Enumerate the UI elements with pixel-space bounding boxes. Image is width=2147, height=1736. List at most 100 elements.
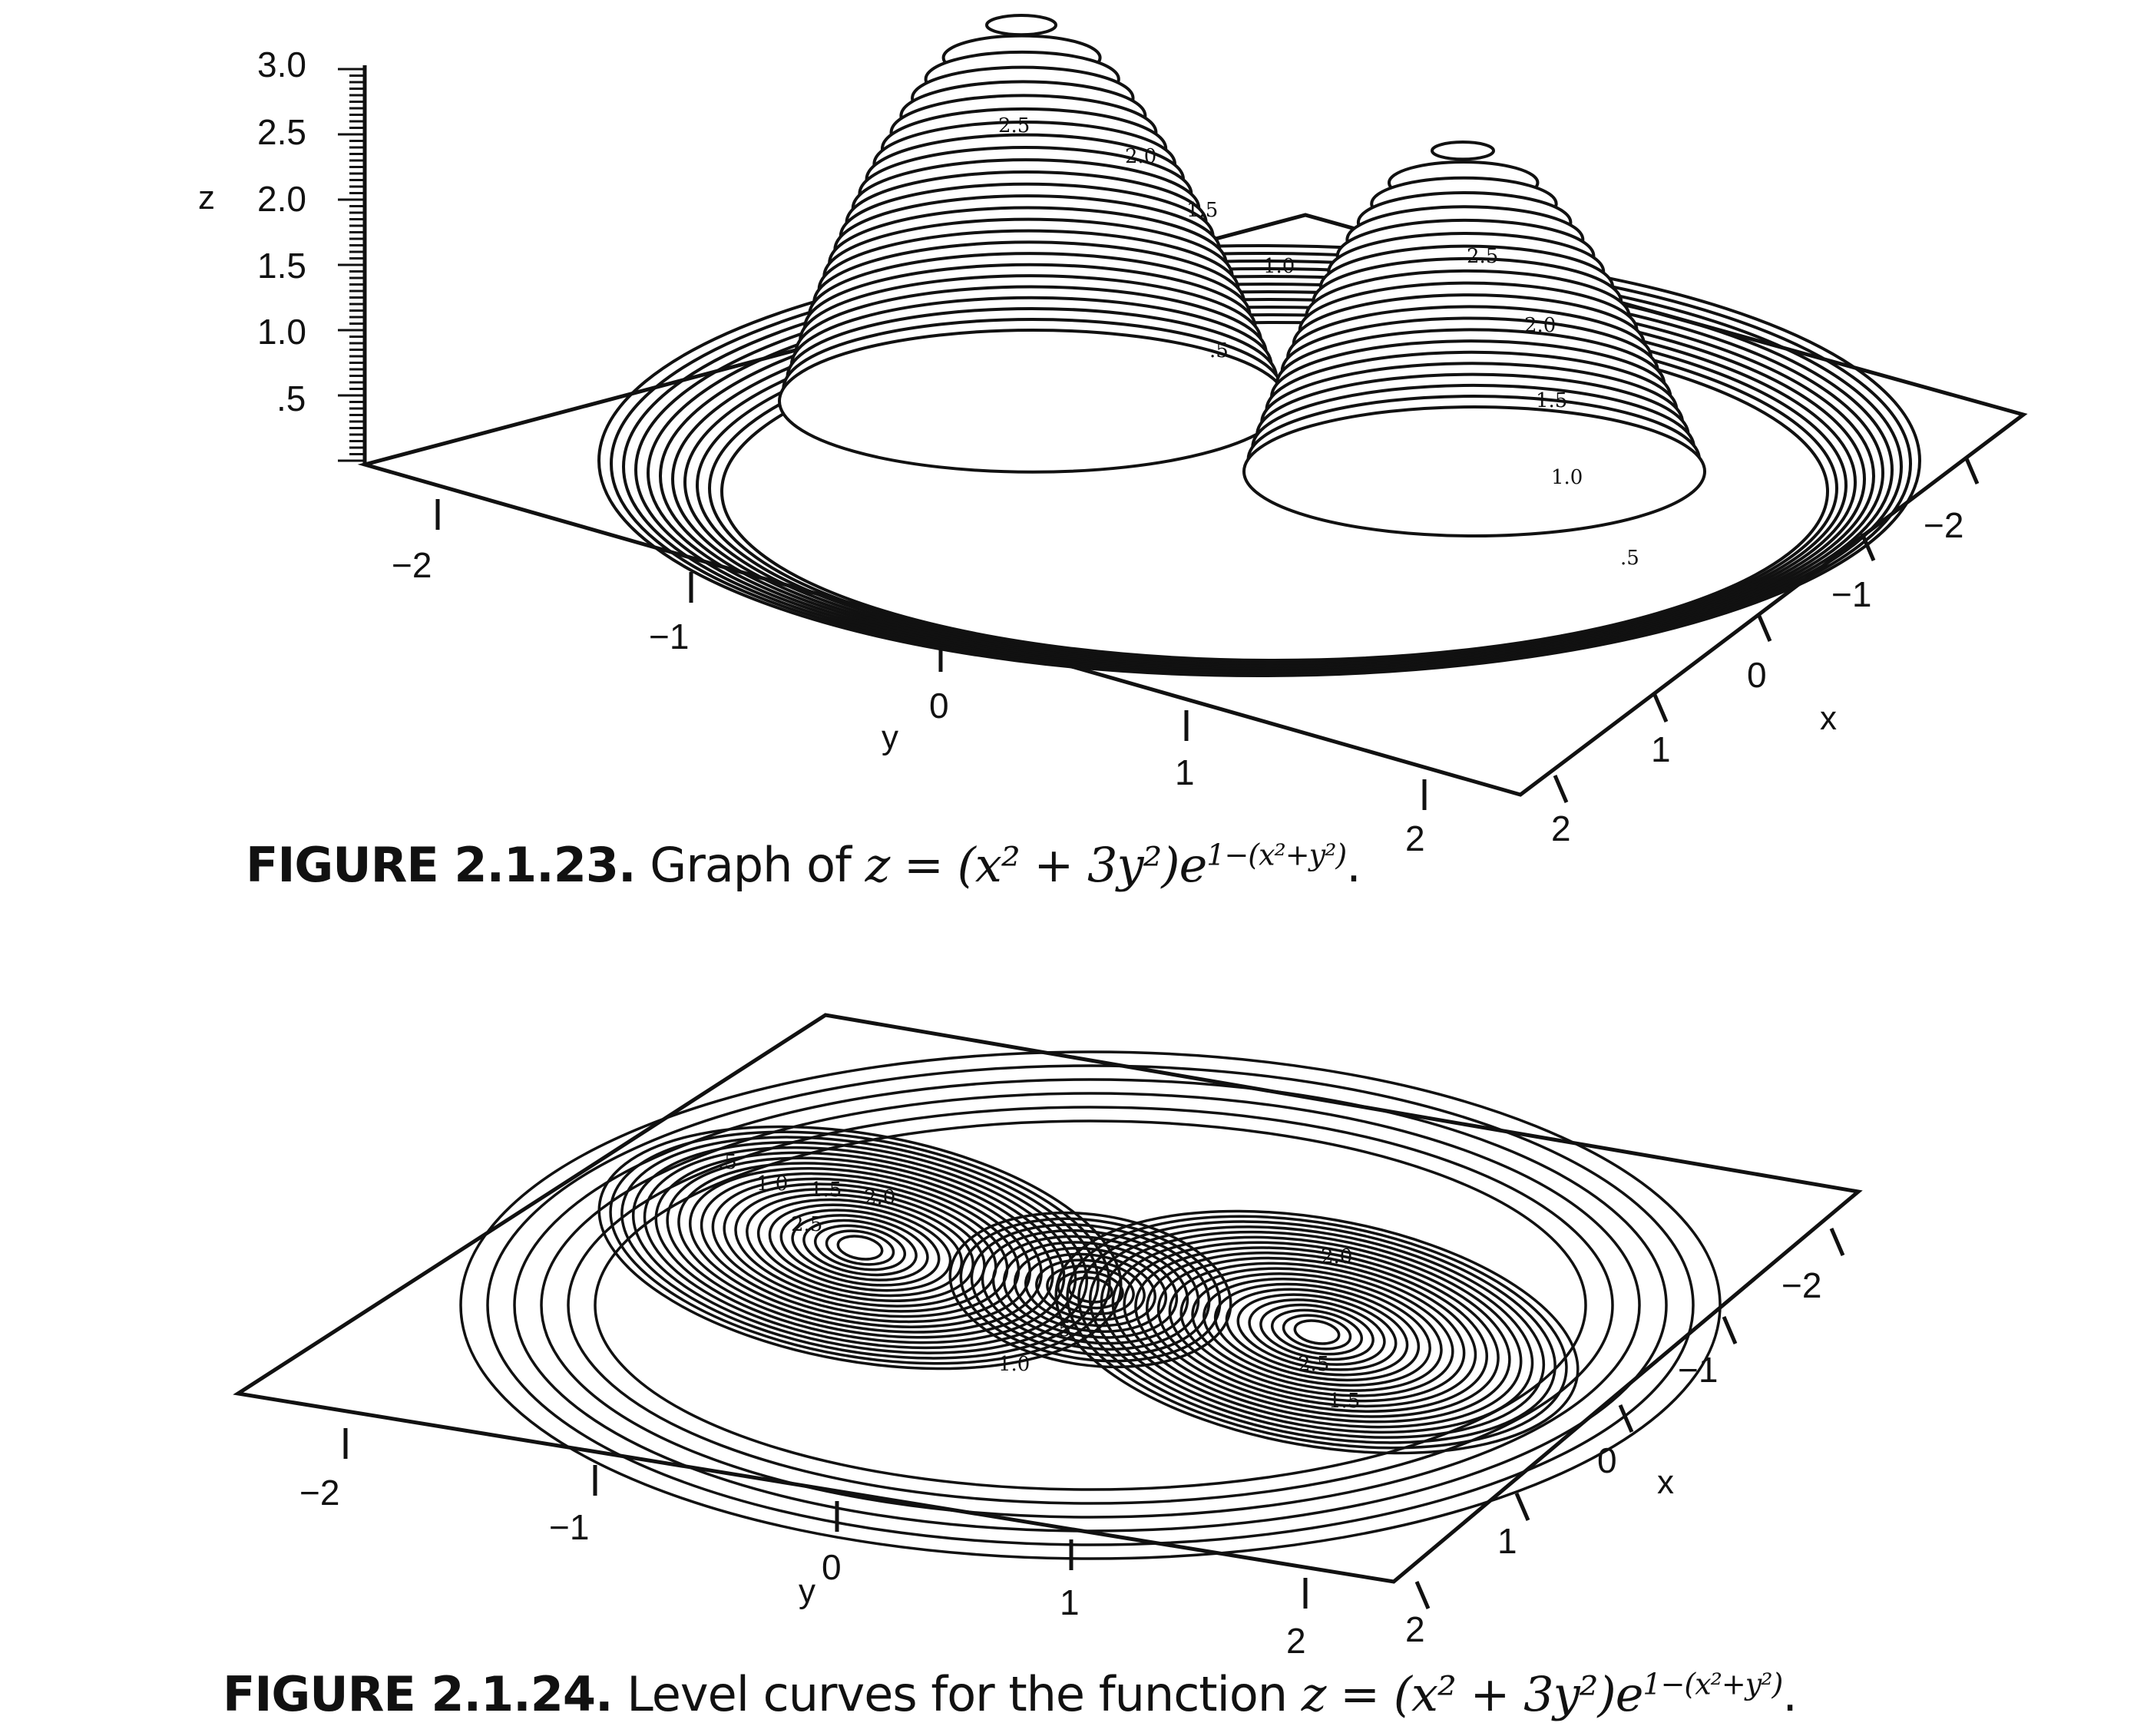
base-contour	[720, 321, 1829, 662]
right-max-level-curve	[1123, 1241, 1511, 1424]
right-max-level-curve	[1270, 1308, 1364, 1356]
x-tick-label: 0	[1747, 655, 1767, 695]
base-contour	[610, 252, 1912, 676]
y-tick-label: −1	[549, 1507, 589, 1547]
x-axis-label: x	[1657, 1463, 1674, 1501]
y-tick-label: −1	[649, 617, 689, 656]
left-max-level-curve	[779, 1209, 941, 1287]
level-curve-plot: .5 1.0 1.5 2.0 2.5 2.0 .5 1.0 2.5 1.5 −2…	[233, 1013, 1863, 1658]
x-axis-label: x	[1820, 699, 1837, 737]
peak-contour-right	[1242, 405, 1706, 537]
x-tick-label: 1	[1497, 1521, 1517, 1561]
level-curves	[459, 1050, 1722, 1560]
right-max-level-curve	[1066, 1215, 1568, 1450]
left-max-level-curve	[609, 1130, 1111, 1365]
z-tick-label: 3.0	[257, 45, 306, 84]
left-max-level-curve	[643, 1146, 1077, 1350]
base-contour	[671, 290, 1866, 668]
x-tick-label: −1	[1831, 574, 1871, 614]
y-tick-label: 2	[1286, 1621, 1306, 1658]
z-tick-label: .5	[276, 379, 306, 418]
contour-label: 1.0	[998, 1353, 1030, 1376]
caption-formula: z = (x² + 3y²)e	[1301, 1666, 1644, 1722]
x-axis-tick-marks	[1414, 1228, 1845, 1609]
contour-label: 2.0	[1321, 1245, 1352, 1268]
base-contour	[683, 298, 1857, 666]
right-max-level-curve	[1293, 1319, 1341, 1345]
figure-number: FIGURE 2.1.23.	[246, 837, 637, 893]
left-max-level-curve	[791, 1214, 929, 1281]
contour-label: 2.5	[791, 1213, 822, 1236]
left-max-level-curve	[836, 1235, 884, 1261]
contour-label: 2.5	[1298, 1353, 1329, 1376]
outer-level-curve	[459, 1050, 1722, 1560]
x-tick-label: −2	[1781, 1265, 1821, 1305]
right-max-level-curve	[1168, 1261, 1466, 1403]
figure-caption: FIGURE 2.1.23. Graph of z = (x² + 3y²)e1…	[246, 837, 1361, 893]
right-max-level-curve	[1134, 1246, 1500, 1418]
x-tick-label: 2	[1405, 1609, 1425, 1649]
surface-contours	[597, 13, 1921, 677]
base-contour	[696, 306, 1848, 665]
z-tick-label: 2.0	[257, 179, 306, 219]
caption-text: Graph of	[650, 837, 852, 893]
base-contour	[622, 260, 1903, 674]
left-max-level-curve	[654, 1151, 1066, 1344]
base-contour	[659, 283, 1875, 670]
right-max-level-curve	[1282, 1314, 1352, 1351]
left-max-level-curve	[666, 1156, 1054, 1339]
left-max-level-curve	[631, 1141, 1089, 1354]
y-axis-tick-marks	[343, 1428, 1308, 1609]
x-tick-label: −2	[1924, 505, 1963, 545]
z-axis-label: z	[198, 179, 215, 217]
base-contour	[597, 244, 1921, 677]
contour-label: 1.5	[1328, 1390, 1360, 1413]
caption-formula: z = (x² + 3y²)e	[865, 837, 1208, 893]
outer-level-curve	[513, 1078, 1668, 1533]
left-max-level-curve	[768, 1203, 952, 1292]
y-tick-label: 1	[1060, 1582, 1080, 1622]
surface-contour-labels: 2.5 2.0 1.5 1.0 .5 2.5 2.0 1.5 1.0 .5	[998, 114, 1639, 570]
contour-label: .5	[718, 1151, 737, 1174]
y-tick-label: −2	[299, 1473, 339, 1513]
outer-level-curve	[594, 1119, 1587, 1491]
y-tick-label: 0	[929, 686, 949, 726]
caption-exponent: 1−(x²+y²)	[1643, 1667, 1783, 1701]
y-axis-label: y	[799, 1572, 815, 1610]
level-curve-labels: .5 1.0 1.5 2.0 2.5 2.0 .5 1.0 2.5 1.5	[718, 1151, 1360, 1413]
left-max-level-curve	[597, 1125, 1123, 1371]
left-max-level-curve	[825, 1229, 895, 1266]
z-axis-ticks: 3.0 2.5 2.0 1.5 1.0 .5	[257, 45, 306, 418]
z-axis-minor-ticks	[338, 68, 365, 462]
x-tick-label: 1	[1651, 729, 1671, 769]
caption-exponent: 1−(x²+y²)	[1206, 838, 1347, 872]
center-min-level-curve	[970, 1223, 1211, 1357]
right-max-level-curve	[1213, 1282, 1421, 1382]
contour-label: .5	[1209, 339, 1229, 362]
left-max-level-curve	[620, 1136, 1100, 1360]
contour-label: 1.0	[1263, 255, 1295, 278]
contour-label: .5	[1620, 547, 1639, 570]
right-max-level-curve	[1203, 1277, 1431, 1387]
base-contour	[708, 313, 1838, 663]
y-tick-label: 1	[1175, 752, 1195, 792]
right-max-level-curve	[1077, 1220, 1556, 1444]
left-max-level-curve	[802, 1219, 918, 1277]
left-max-level-curve	[689, 1167, 1031, 1328]
right-max-level-curve	[1179, 1267, 1454, 1397]
y-tick-label: 0	[822, 1547, 842, 1587]
y-tick-label: −2	[392, 545, 432, 585]
left-max-level-curve	[711, 1177, 1009, 1318]
x-tick-label: −1	[1678, 1350, 1718, 1390]
left-max-level-curve	[813, 1224, 907, 1271]
caption-text: Level curves for the function	[627, 1666, 1288, 1722]
right-max-level-curve	[1054, 1209, 1580, 1455]
left-max-level-curve	[677, 1162, 1043, 1334]
y-axis-tick-marks	[435, 499, 1427, 810]
contour-label: 2.0	[864, 1186, 895, 1209]
contour-label: .5	[1052, 1318, 1071, 1341]
contour-label: 2.0	[1524, 314, 1556, 337]
right-max-level-curve	[1248, 1298, 1386, 1366]
right-max-level-curve	[1111, 1235, 1523, 1429]
